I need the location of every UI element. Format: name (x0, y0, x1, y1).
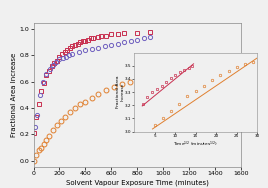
X-axis label: Solvent Vapour Exposure Time (minutes): Solvent Vapour Exposure Time (minutes) (66, 179, 209, 186)
Y-axis label: Fractional Area
Increase: Fractional Area Increase (116, 76, 125, 108)
X-axis label: Time$^{1/2}$ (minutes$^{1/2}$): Time$^{1/2}$ (minutes$^{1/2}$) (173, 140, 218, 149)
Y-axis label: Fractional Area Increase: Fractional Area Increase (11, 53, 17, 137)
